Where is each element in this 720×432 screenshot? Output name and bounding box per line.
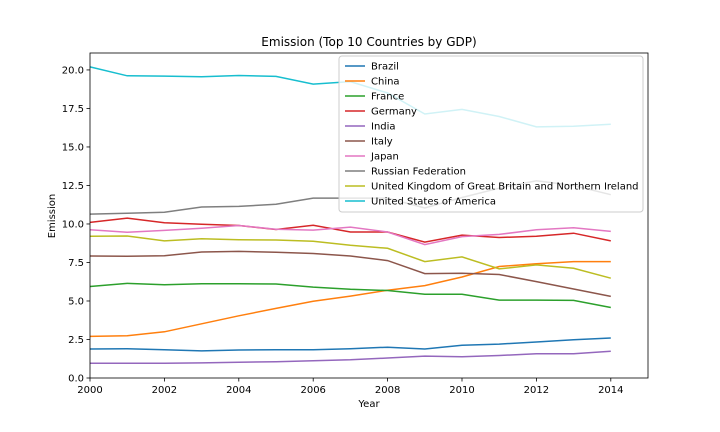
series-line-0 [89,337,611,352]
legend-label: Russian Federation [371,167,466,178]
series-line-5 [89,250,611,298]
series-line-4 [90,350,611,364]
y-tick-label: 10.0 [62,219,84,230]
y-tick-label: 20.0 [62,65,84,76]
y-tick-label: 2.5 [68,335,84,346]
legend-box [338,55,644,213]
series-line-1 [89,260,611,338]
y-axis: 0.0 2.5 5.0 7.5 10.0 12.5 15.0 17.5 20.0 [62,65,90,385]
series-line-3 [89,217,611,243]
x-tick-label: 2004 [226,385,251,396]
series-line-2 [89,282,611,309]
legend-label: France [371,92,404,103]
legend-label: United States of America [371,197,496,208]
series-line-6 [89,224,611,246]
chart-title: Emission (Top 10 Countries by GDP) [261,35,476,49]
legend-label: Italy [371,137,393,148]
plot-frame [89,52,649,379]
legend: Brazil China France Germany India Italy Japan R… [338,55,644,213]
x-tick-label: 2000 [77,385,102,396]
x-axis-label: Year [357,399,380,410]
legend-label: Germany [371,107,417,118]
y-axis-label: Emission [47,194,58,239]
x-tick-label: 2008 [375,385,400,396]
y-tick-label: 12.5 [62,181,84,192]
y-tick-label: 7.5 [68,258,84,269]
y-tick-label: 0.0 [68,374,84,385]
x-tick-label: 2014 [598,385,623,396]
y-tick-label: 5.0 [68,296,84,307]
legend-label: United Kingdom of Great Britain and Nort… [371,182,639,193]
x-axis: 2000 2002 2004 2006 2008 2010 2012 2014 [77,378,624,396]
legend-label: Brazil [371,62,399,73]
x-tick-label: 2012 [524,385,549,396]
series-line-8 [89,235,611,279]
legend-label: China [371,77,400,88]
x-tick-label: 2006 [300,385,325,396]
x-tick-label: 2002 [152,385,177,396]
legend-label: India [371,122,396,133]
x-tick-label: 2010 [449,385,474,396]
y-tick-label: 17.5 [62,104,84,115]
legend-label: Japan [370,152,399,163]
y-tick-label: 15.0 [62,142,84,153]
